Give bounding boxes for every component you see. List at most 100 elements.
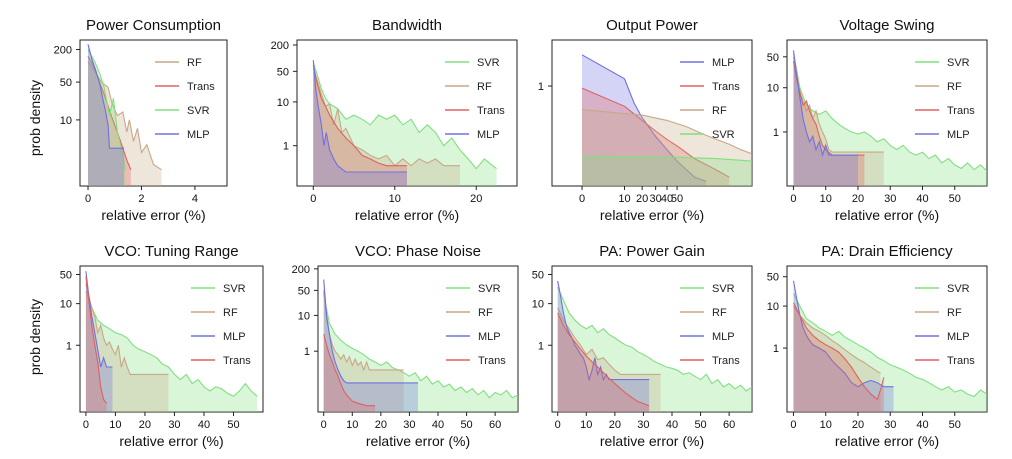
y-tick-label: 10 bbox=[532, 299, 544, 311]
legend: SVR RF Trans MLP bbox=[445, 57, 505, 141]
x-tick-label: 30 bbox=[650, 193, 662, 205]
series-line-svr bbox=[87, 49, 126, 170]
chart-panel-1: Power Consumption relative error (%) 0 2 4 10… bbox=[54, 17, 228, 223]
x-tick-label: 40 bbox=[198, 419, 210, 431]
legend-label-svr: SVR bbox=[478, 283, 501, 295]
series-line-rf bbox=[85, 283, 169, 375]
y-tick-label: 1 bbox=[538, 81, 544, 93]
legend: MLP Trans RF SVR bbox=[680, 57, 740, 141]
plot-frame bbox=[786, 39, 988, 187]
series-area-svr bbox=[793, 293, 987, 412]
series-area-trans bbox=[793, 302, 884, 412]
x-tick-label: 50 bbox=[227, 419, 239, 431]
x-tick-label: 10 bbox=[820, 419, 832, 431]
x-tick-label: 4 bbox=[192, 193, 198, 205]
y-tick-label: 10 bbox=[767, 301, 779, 313]
x-tick-label: 40 bbox=[432, 419, 444, 431]
y-tick-label: 10 bbox=[60, 299, 72, 311]
series-line-mlp bbox=[581, 54, 707, 182]
series-line-mlp bbox=[792, 50, 858, 158]
series-line-trans bbox=[312, 64, 407, 167]
chart-panel-7: PA: Power Gain relative error (%) 0 10 20 30 4… bbox=[532, 243, 753, 449]
series-area-rf bbox=[313, 67, 460, 186]
legend-label-rf: RF bbox=[947, 307, 962, 319]
series-line-mlp bbox=[87, 44, 125, 149]
x-tick-label: 30 bbox=[884, 419, 896, 431]
x-tick-label: 20 bbox=[375, 419, 387, 431]
legend-label-rf: RF bbox=[187, 57, 202, 69]
series-areas bbox=[87, 44, 162, 186]
legend-label-rf: RF bbox=[477, 81, 492, 93]
legend: SVR RF MLP Trans bbox=[680, 283, 740, 367]
series-areas bbox=[557, 280, 752, 412]
series-area-rf bbox=[85, 283, 169, 412]
chart-title: VCO: Phase Noise bbox=[355, 243, 481, 260]
legend: SVR RF MLP Trans bbox=[446, 283, 506, 367]
series-line-svr bbox=[793, 293, 987, 398]
series-line-mlp bbox=[792, 280, 894, 388]
series-areas bbox=[312, 60, 497, 186]
row2-ylabel: prob density bbox=[27, 299, 43, 375]
x-tick-label: 0 bbox=[579, 193, 585, 205]
x-tick-label: 30 bbox=[884, 193, 896, 205]
y-tick-label: 50 bbox=[277, 66, 289, 78]
series-area-trans bbox=[793, 61, 865, 186]
x-tick-label: 10 bbox=[389, 193, 401, 205]
legend-label-rf: RF bbox=[947, 81, 962, 93]
x-axis-label: relative error (%) bbox=[101, 207, 205, 223]
series-line-trans bbox=[581, 87, 730, 178]
x-axis-label: relative error (%) bbox=[366, 433, 470, 449]
x-tick-label: 0 bbox=[321, 419, 327, 431]
plot-frame bbox=[551, 265, 753, 413]
series-line-svr bbox=[85, 290, 258, 397]
legend-label-trans: Trans bbox=[223, 355, 251, 367]
x-axis-label: relative error (%) bbox=[600, 433, 704, 449]
x-tick-label: 60 bbox=[489, 419, 501, 431]
x-tick-label: 50 bbox=[460, 419, 472, 431]
y-tick-label: 50 bbox=[60, 77, 72, 89]
chart-panel-8: PA: Drain Efficiency relative error (%) 0 1… bbox=[767, 243, 988, 449]
series-areas bbox=[581, 54, 752, 186]
x-tick-label: 0 bbox=[83, 419, 89, 431]
series-line-mlp bbox=[557, 280, 650, 382]
plot-frame bbox=[786, 265, 988, 413]
x-tick-label: 20 bbox=[636, 193, 648, 205]
series-line-rf bbox=[793, 305, 881, 374]
y-tick-label: 200 bbox=[271, 40, 289, 52]
series-area-rf bbox=[793, 56, 884, 186]
x-tick-label: 10 bbox=[109, 419, 121, 431]
y-tick-label: 50 bbox=[532, 270, 544, 282]
x-tick-label: 60 bbox=[723, 419, 735, 431]
series-area-trans bbox=[85, 276, 107, 412]
series-line-svr bbox=[323, 293, 518, 399]
legend-label-svr: SVR bbox=[947, 57, 970, 69]
legend-label-svr: SVR bbox=[712, 283, 735, 295]
x-tick-label: 50 bbox=[694, 419, 706, 431]
legend-label-svr: SVR bbox=[187, 105, 210, 117]
plot-frame bbox=[317, 265, 519, 413]
chart-panel-4: Voltage Swing relative error (%) 0 10 20 30 40… bbox=[767, 17, 988, 223]
series-areas bbox=[792, 50, 987, 186]
chart-panel-5: VCO: Tuning Range relative error (%) 0 10 20… bbox=[60, 243, 264, 449]
x-tick-label: 0 bbox=[790, 193, 796, 205]
legend-label-mlp: MLP bbox=[478, 331, 501, 343]
y-tick-label: 1 bbox=[538, 340, 544, 352]
series-areas bbox=[85, 271, 258, 412]
x-tick-label: 10 bbox=[580, 419, 592, 431]
series-area-trans bbox=[88, 56, 131, 186]
series-area-svr bbox=[582, 156, 752, 186]
series-area-svr bbox=[557, 287, 752, 412]
legend-label-mlp: MLP bbox=[947, 129, 970, 141]
y-tick-label: 10 bbox=[60, 115, 72, 127]
chart-title: Voltage Swing bbox=[839, 17, 934, 34]
y-tick-label: 50 bbox=[298, 285, 310, 297]
x-tick-label: 40 bbox=[916, 193, 928, 205]
x-tick-label: 2 bbox=[138, 193, 144, 205]
legend-label-svr: SVR bbox=[712, 129, 735, 141]
legend-label-rf: RF bbox=[712, 307, 727, 319]
x-tick-label: 50 bbox=[949, 193, 961, 205]
series-line-trans bbox=[793, 302, 885, 401]
series-line-mlp bbox=[323, 279, 418, 384]
y-tick-label: 50 bbox=[60, 270, 72, 282]
